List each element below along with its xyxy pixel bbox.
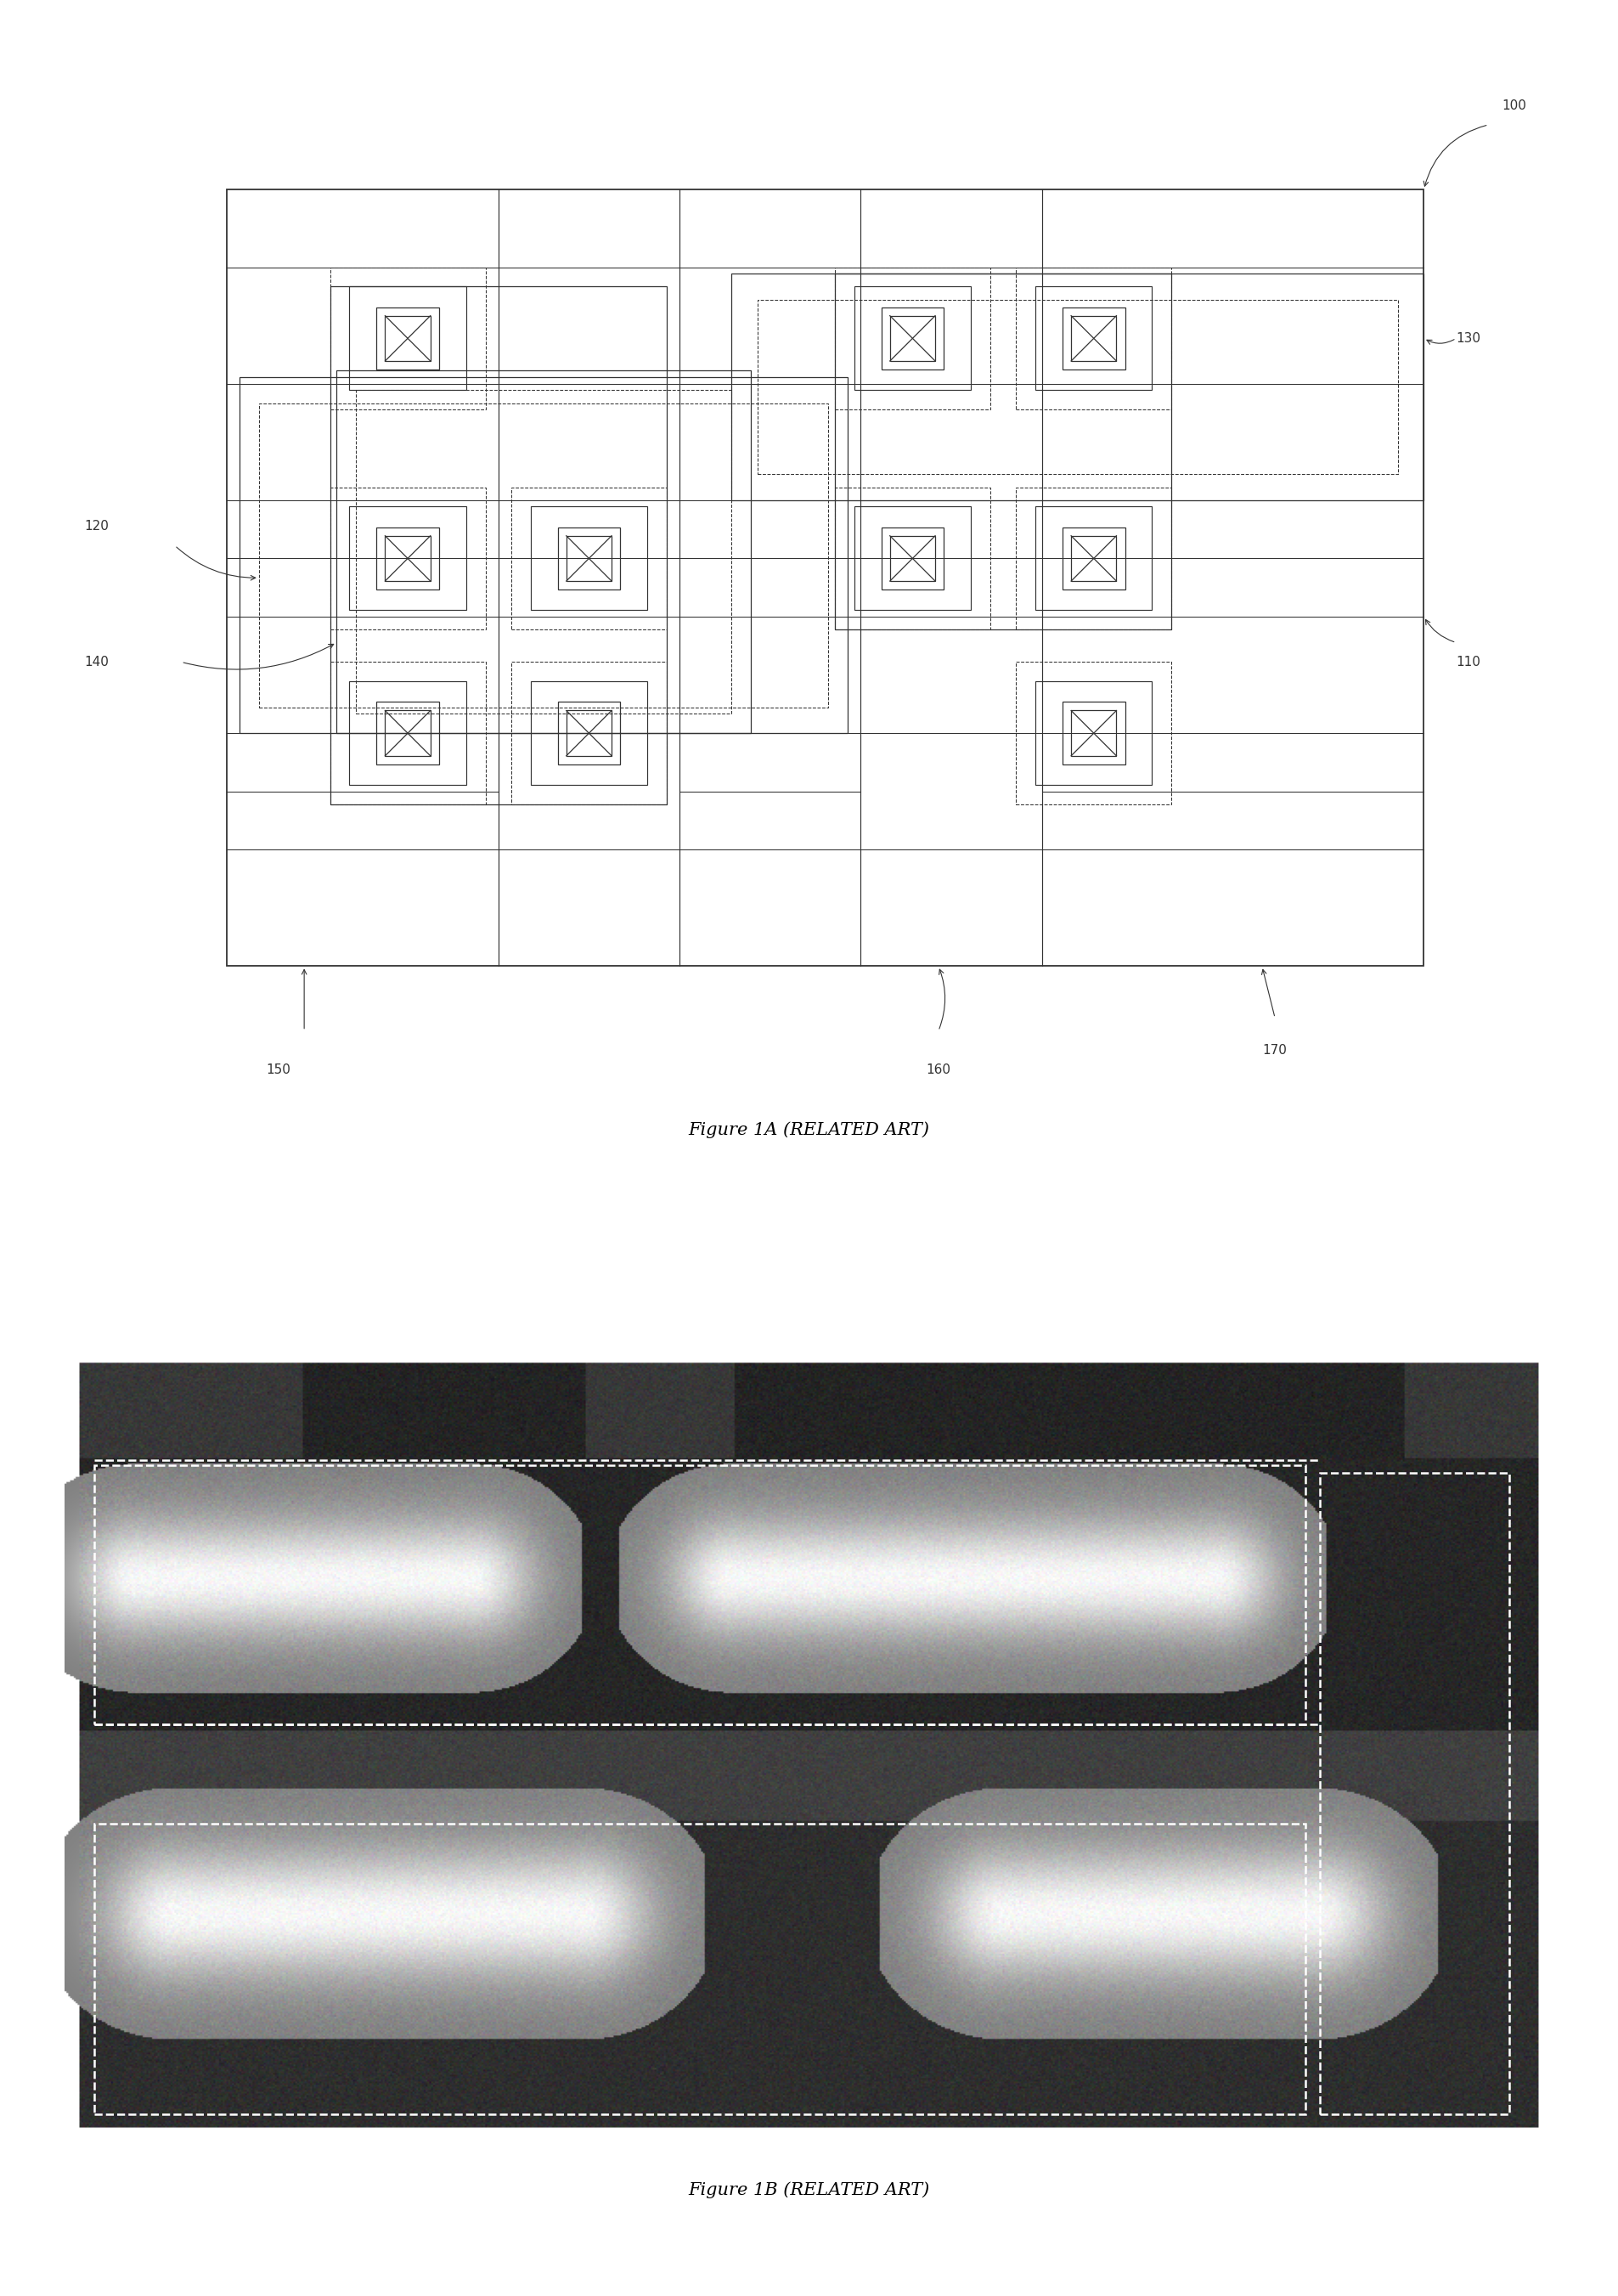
Bar — [1063, 308, 1125, 370]
Bar — [377, 308, 438, 370]
Bar — [882, 308, 943, 370]
Bar — [385, 709, 430, 755]
Bar — [511, 487, 667, 629]
Bar — [890, 535, 935, 581]
Bar — [1063, 528, 1125, 590]
Bar — [330, 266, 485, 409]
Bar — [882, 528, 943, 590]
Text: 130: 130 — [1456, 333, 1480, 344]
Bar — [1016, 661, 1171, 804]
Bar — [349, 682, 466, 785]
Bar — [835, 487, 990, 629]
Bar — [349, 287, 466, 390]
Bar — [330, 487, 485, 629]
Bar — [511, 661, 667, 804]
Bar — [566, 709, 612, 755]
Bar — [1036, 682, 1152, 785]
Bar — [330, 287, 667, 804]
Bar — [1036, 507, 1152, 611]
Bar — [1071, 535, 1116, 581]
Bar — [377, 703, 438, 765]
Bar — [835, 273, 1171, 629]
Text: 160: 160 — [925, 1063, 951, 1077]
Bar — [94, 1823, 1306, 2115]
Bar — [1071, 709, 1116, 755]
Text: Figure 1B (RELATED ART): Figure 1B (RELATED ART) — [688, 2181, 930, 2200]
Bar — [1016, 487, 1171, 629]
Text: 150: 150 — [265, 1063, 291, 1077]
Text: 170: 170 — [1262, 1045, 1286, 1056]
Bar — [227, 191, 1424, 967]
Bar — [854, 287, 971, 390]
Text: 110: 110 — [1456, 657, 1480, 668]
Text: 120: 120 — [84, 519, 108, 533]
Bar — [558, 703, 620, 765]
Bar — [531, 682, 647, 785]
Bar — [356, 390, 731, 714]
Bar — [835, 266, 990, 409]
Bar — [330, 661, 485, 804]
Bar — [337, 370, 751, 732]
Bar — [377, 528, 438, 590]
Text: Figure 1A (RELATED ART): Figure 1A (RELATED ART) — [688, 1120, 930, 1139]
Bar — [239, 377, 848, 732]
Text: 140: 140 — [84, 657, 108, 668]
Bar — [1071, 317, 1116, 360]
Bar — [566, 535, 612, 581]
Text: 100: 100 — [1502, 99, 1526, 113]
Bar — [94, 1465, 1306, 1724]
Bar — [1320, 1474, 1510, 2115]
Bar — [385, 535, 430, 581]
Bar — [1036, 287, 1152, 390]
Bar — [558, 528, 620, 590]
Bar — [349, 507, 466, 611]
Bar — [890, 317, 935, 360]
Bar — [531, 507, 647, 611]
Bar — [1016, 266, 1171, 409]
Bar — [731, 273, 1424, 501]
Bar — [385, 317, 430, 360]
Bar — [259, 404, 828, 707]
Bar — [757, 298, 1398, 475]
Bar — [854, 507, 971, 611]
Bar — [1063, 703, 1125, 765]
